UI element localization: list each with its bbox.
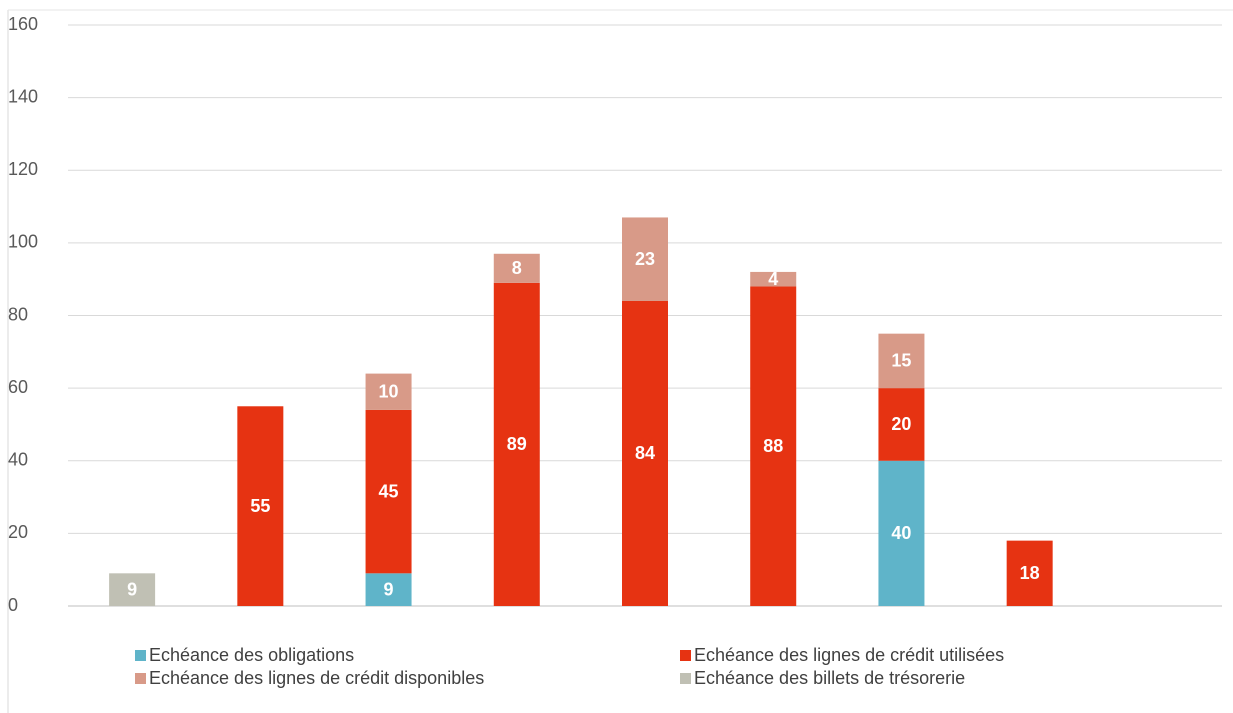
data-label: 23 — [635, 249, 655, 269]
bar-segment — [878, 460, 925, 606]
bar-segment — [109, 573, 156, 606]
y-tick-label: 40 — [8, 450, 28, 470]
data-label: 84 — [635, 443, 655, 463]
data-label: 9 — [127, 579, 137, 599]
bar-segment — [493, 253, 540, 283]
data-label: 18 — [1020, 563, 1040, 583]
y-tick-label: 80 — [8, 304, 28, 324]
data-label: 9 — [384, 579, 394, 599]
y-tick-label: 100 — [8, 232, 38, 252]
legend-swatch — [135, 673, 146, 684]
bar-segment — [365, 409, 412, 574]
legend-label: Echéance des obligations — [149, 645, 354, 665]
legend-label: Echéance des lignes de crédit disponible… — [149, 668, 484, 688]
bar-segment — [493, 282, 540, 606]
bar-segment — [365, 373, 412, 410]
legend-swatch — [680, 650, 691, 661]
data-label: 55 — [250, 496, 270, 516]
y-tick-label: 20 — [8, 522, 28, 542]
data-label: 20 — [891, 414, 911, 434]
bar-segment — [365, 573, 412, 606]
data-label: 10 — [379, 382, 399, 402]
data-label: 45 — [379, 481, 399, 501]
data-label: 88 — [763, 436, 783, 456]
legend-label: Echéance des billets de trésorerie — [694, 668, 965, 688]
data-label: 4 — [768, 269, 778, 289]
legend-swatch — [680, 673, 691, 684]
bar-segment — [622, 300, 668, 606]
y-tick-label: 120 — [8, 159, 38, 179]
bar-segment — [1006, 540, 1053, 606]
bar-segment — [750, 286, 797, 606]
bar-segment — [622, 217, 668, 301]
legend-swatch — [135, 650, 146, 661]
data-label: 15 — [891, 351, 911, 371]
bar-segment — [878, 388, 925, 461]
y-tick-label: 0 — [8, 595, 18, 615]
y-tick-label: 140 — [8, 86, 38, 106]
y-tick-label: 60 — [8, 377, 28, 397]
bar-segment — [878, 333, 925, 389]
data-label: 89 — [507, 434, 527, 454]
bar-segment — [750, 271, 797, 287]
data-label: 40 — [891, 523, 911, 543]
legend-label: Echéance des lignes de crédit utilisées — [694, 645, 1004, 665]
bar-segment — [237, 406, 284, 606]
data-label: 8 — [512, 258, 522, 278]
y-tick-label: 160 — [8, 14, 38, 34]
